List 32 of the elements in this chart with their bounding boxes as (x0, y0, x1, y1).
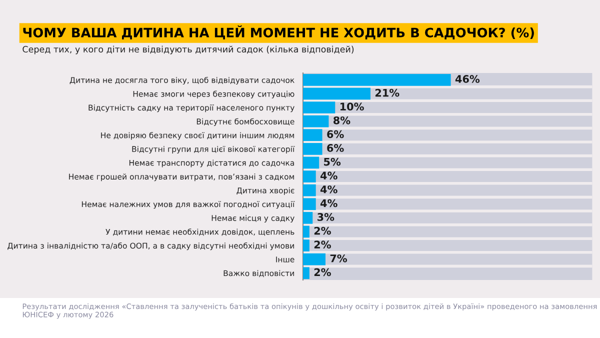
bar (303, 74, 451, 86)
bar (303, 129, 322, 142)
data-label: 3% (318, 213, 334, 221)
bar (303, 212, 313, 224)
data-label: 7% (330, 254, 348, 262)
data-label: 8% (334, 116, 350, 124)
data-label: 4% (320, 172, 338, 180)
bar (303, 88, 370, 100)
data-label: 21% (375, 88, 400, 97)
data-label: 6% (327, 130, 344, 138)
data-label: 4% (320, 185, 338, 194)
data-label: 4% (320, 199, 338, 208)
data-label: 2% (314, 240, 331, 249)
data-label: 2% (314, 268, 331, 276)
data-label: 10% (340, 102, 364, 111)
bar (303, 115, 329, 128)
bar (303, 102, 336, 114)
bar (303, 184, 316, 196)
bar (303, 253, 326, 266)
bar (303, 198, 316, 210)
bar (303, 267, 310, 280)
bar (303, 226, 310, 238)
data-label: 5% (324, 158, 341, 166)
bar (303, 142, 322, 155)
bar (303, 170, 316, 182)
data-label: 2% (314, 226, 331, 235)
text: Серед тих, у кого діти не відвідують дитячий садок (кілька відповідей) (22, 46, 354, 54)
data-label: 46% (455, 75, 480, 83)
chart-title: ЧОМУ ВАША ДИТИНА НА ЦЕЙ МОМЕНТ НЕ ХОДИТЬ В САДОЧОК? (%) (23, 25, 534, 40)
data-label: 6% (327, 144, 344, 152)
bar (303, 240, 310, 252)
bar (303, 156, 320, 169)
